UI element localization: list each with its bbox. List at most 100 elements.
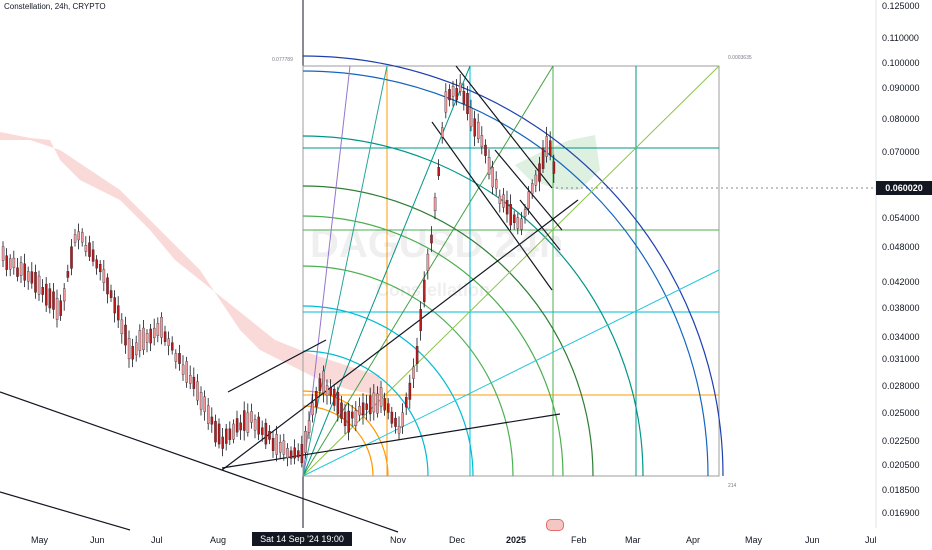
candle-body xyxy=(516,217,520,229)
candle-body xyxy=(1,246,5,261)
candle-body xyxy=(513,214,516,223)
time-tick-label: Jul xyxy=(865,535,877,545)
gann-arc xyxy=(302,265,514,477)
candle-body xyxy=(433,197,437,212)
candle-body xyxy=(45,283,48,306)
ichimoku-cloud-green xyxy=(515,135,600,190)
candle-body xyxy=(541,147,545,169)
candle-body xyxy=(178,353,181,364)
candle-body xyxy=(275,434,278,455)
time-tick-label: May xyxy=(745,535,763,545)
trend-line xyxy=(221,413,561,469)
candle-body xyxy=(106,277,109,295)
candle-body xyxy=(253,419,257,431)
candle-body xyxy=(459,82,462,92)
time-tick-label: Jun xyxy=(805,535,820,545)
candle-body xyxy=(397,425,401,434)
candle-body xyxy=(142,327,145,351)
crosshair-date-label: Sat 14 Sep '24 19:00 xyxy=(252,532,352,546)
candle-body xyxy=(304,431,307,453)
gann-arc xyxy=(302,135,644,477)
candle-body xyxy=(455,88,458,101)
trend-line xyxy=(0,391,399,533)
candle-body xyxy=(124,324,127,346)
candle-body xyxy=(73,234,77,243)
candle-body xyxy=(415,346,419,364)
candle-body xyxy=(376,393,379,414)
candle-body xyxy=(451,86,455,97)
gann-arc xyxy=(302,305,474,477)
candle-body xyxy=(318,378,322,391)
price-tick-label: 0.020500 xyxy=(882,460,920,470)
candle-body xyxy=(534,174,538,186)
candle-body xyxy=(185,361,188,383)
candle-body xyxy=(135,342,138,356)
candle-body xyxy=(81,232,84,243)
candle-body xyxy=(480,135,484,148)
candle-body xyxy=(217,423,221,445)
candle-body xyxy=(257,416,260,435)
candle-body xyxy=(63,288,66,302)
candle-body xyxy=(527,191,530,209)
candle-body xyxy=(286,448,289,459)
time-tick-label: Aug xyxy=(210,535,227,545)
price-tick-label: 0.100000 xyxy=(882,58,920,68)
candle-body xyxy=(343,411,347,427)
candle-body xyxy=(520,218,523,230)
gann-arc xyxy=(302,350,429,477)
trend-line xyxy=(519,199,561,251)
trend-line xyxy=(431,121,553,291)
candle-body xyxy=(340,402,343,419)
time-tick-label: 2025 xyxy=(506,535,527,545)
candle-body xyxy=(12,257,16,268)
candle-body xyxy=(145,333,149,343)
candle-body xyxy=(199,392,203,410)
candle-body xyxy=(19,262,23,276)
candle-body xyxy=(127,338,131,360)
candle-body xyxy=(235,418,239,433)
gann-top-left-label: 0.077789 xyxy=(272,57,293,63)
economic-events-icon[interactable] xyxy=(546,519,564,531)
gann-arc xyxy=(302,185,594,477)
candle-body xyxy=(34,272,37,293)
candle-body xyxy=(113,297,116,314)
candle-body xyxy=(487,157,491,175)
gann-fan-line xyxy=(302,269,720,477)
candle-body xyxy=(441,127,444,138)
candle-body xyxy=(466,92,469,115)
trend-line xyxy=(221,199,579,471)
candle-body xyxy=(437,167,440,177)
candle-body xyxy=(59,300,62,316)
candle-body xyxy=(203,396,206,412)
candle-body xyxy=(174,353,178,362)
candle-body xyxy=(502,194,505,208)
price-tick-label: 0.042000 xyxy=(882,277,920,287)
candle-body xyxy=(16,267,19,277)
candle-body xyxy=(401,412,404,427)
candle-body xyxy=(181,364,185,375)
candle-body xyxy=(545,136,548,157)
candle-body xyxy=(99,264,102,273)
price-tick-label: 0.038000 xyxy=(882,303,920,313)
candle-body xyxy=(163,331,167,342)
candle-body xyxy=(250,411,253,423)
candle-body xyxy=(423,279,426,302)
candle-body xyxy=(156,323,160,336)
candle-body xyxy=(491,167,494,188)
candle-body xyxy=(228,428,232,440)
candle-body xyxy=(394,417,397,427)
candle-body xyxy=(412,366,415,379)
time-tick-label: Feb xyxy=(571,535,587,545)
gann-arc xyxy=(302,70,709,477)
candle-body xyxy=(297,450,300,458)
candle-body xyxy=(387,403,390,413)
candle-body xyxy=(430,234,433,244)
candle-body xyxy=(5,255,8,270)
gann-arc xyxy=(302,55,724,477)
candle-body xyxy=(300,444,304,464)
candle-body xyxy=(66,271,70,278)
candle-body xyxy=(329,387,332,396)
current-price-badge: 0.060020 xyxy=(876,181,932,195)
candle-body xyxy=(336,391,340,415)
